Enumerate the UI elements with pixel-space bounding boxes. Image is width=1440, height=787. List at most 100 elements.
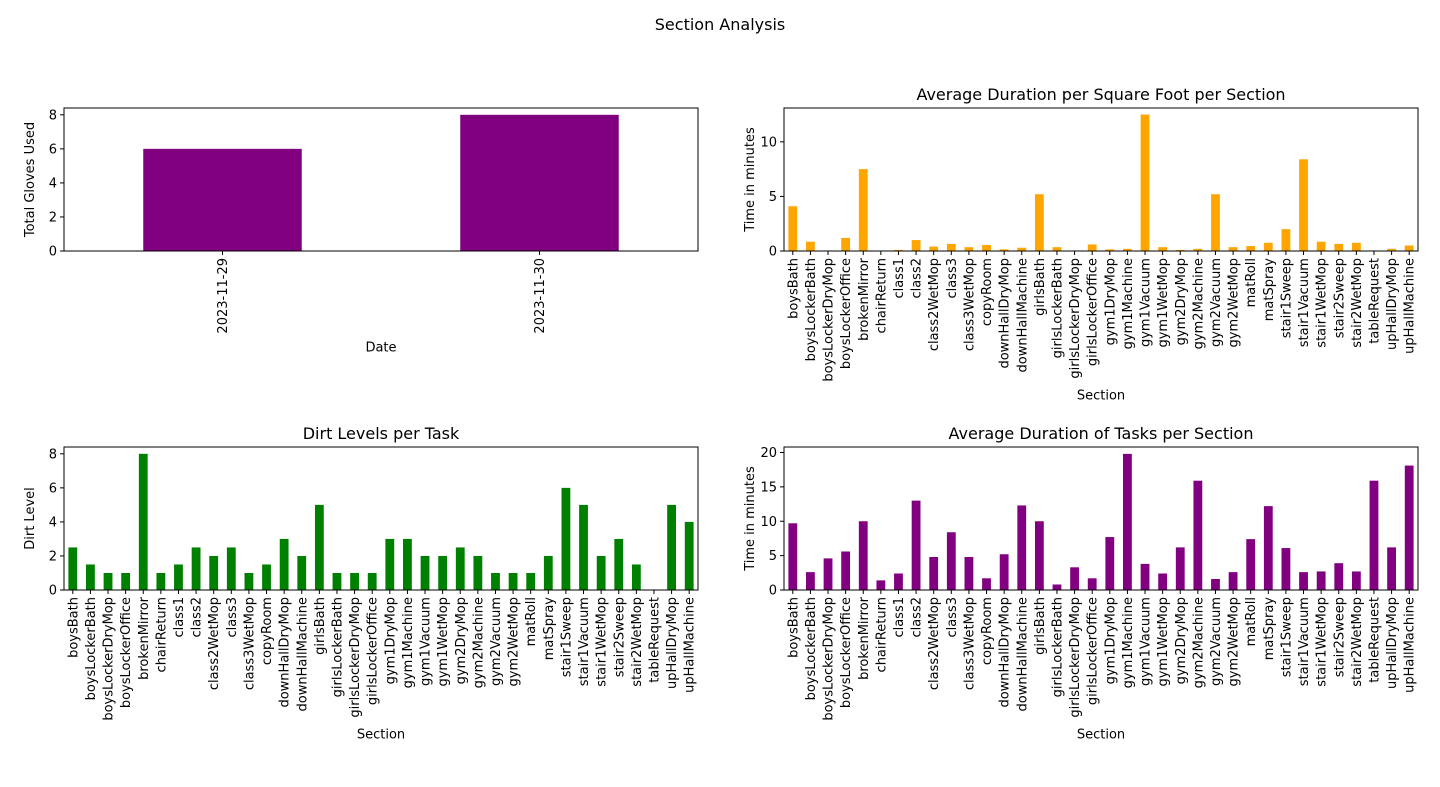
bar-girlsLockerBath xyxy=(1052,247,1062,251)
x-tick-label-copyRoom: copyRoom xyxy=(980,597,995,665)
bar-downHallMachine xyxy=(1017,247,1027,251)
y-axis-label: Total Gloves Used xyxy=(23,122,38,238)
bar-class2 xyxy=(911,240,921,251)
axes-frame xyxy=(63,446,699,591)
x-tick-label-tableRequest: tableRequest xyxy=(1367,597,1382,683)
bar-class2 xyxy=(191,547,201,590)
x-tick-label-girlsLockerOffice: girlsLockerOffice xyxy=(1086,258,1101,366)
y-tick-label: 2 xyxy=(49,210,57,225)
y-tick-label: 6 xyxy=(49,142,57,157)
x-tick-label-boysLockerDryMop: boysLockerDryMop xyxy=(102,597,117,721)
x-tick-label-downHallMachine: downHallMachine xyxy=(1015,597,1030,711)
x-tick-label-gym2DryMop: gym2DryMop xyxy=(1174,597,1189,684)
bar-gym1WetMop xyxy=(438,555,448,590)
x-tick-label-gym1WetMop: gym1WetMop xyxy=(1156,597,1171,687)
bar-stair2WetMop xyxy=(1351,571,1361,590)
x-tick-label-gym1Machine: gym1Machine xyxy=(1121,258,1136,349)
x-tick-label-boysLockerOffice: boysLockerOffice xyxy=(119,597,134,708)
x-tick-label-copyRoom: copyRoom xyxy=(260,597,275,665)
bar-girlsLockerDryMop xyxy=(350,572,359,590)
x-tick-label-gym2WetMop: gym2WetMop xyxy=(1227,258,1242,348)
x-tick-label-gym1Vacuum: gym1Vacuum xyxy=(1139,258,1154,347)
y-tick-label: 0 xyxy=(769,245,777,260)
x-tick-label-gym1DryMop: gym1DryMop xyxy=(1103,258,1118,345)
bar-gym2WetMop xyxy=(508,572,518,590)
bar-gym1Machine xyxy=(1123,248,1132,251)
x-tick-label-class3: class3 xyxy=(945,258,960,299)
x-tick-label-gym1Vacuum: gym1Vacuum xyxy=(419,597,434,686)
bar-boysBath xyxy=(788,206,798,251)
y-axis-label: Time in minutes xyxy=(743,466,758,572)
axes-frame xyxy=(783,107,1419,252)
bar-girlsLockerOffice xyxy=(1087,244,1097,251)
bar-2023-11-30 xyxy=(460,114,619,251)
x-tick-label-class2WetMop: class2WetMop xyxy=(207,597,222,690)
bar-gym1Machine xyxy=(1123,453,1132,591)
bar-gym2WetMop xyxy=(1228,247,1238,251)
bar-brokenMirror xyxy=(138,453,148,590)
x-tick-label-stair1Vacuum: stair1Vacuum xyxy=(1297,597,1312,686)
y-tick-label: 0 xyxy=(769,584,777,599)
bar-girlsBath xyxy=(1034,194,1044,251)
x-tick-label-gym2WetMop: gym2WetMop xyxy=(507,597,522,687)
bar-class3WetMop xyxy=(964,557,974,590)
y-axis-label: Dirt Level xyxy=(23,487,38,550)
bar-stair2Sweep xyxy=(614,538,624,590)
chart-title: Dirt Levels per Task xyxy=(303,424,460,443)
x-tick-label-brokenMirror: brokenMirror xyxy=(857,257,872,341)
x-tick-label-stair2WetMop: stair2WetMop xyxy=(630,597,645,687)
y-tick-label: 5 xyxy=(769,549,777,564)
x-tick-label-matSpray: matSpray xyxy=(1262,258,1277,322)
bar-stair1Vacuum xyxy=(579,504,588,590)
x-tick-label-boysBath: boysBath xyxy=(786,597,801,658)
x-tick-label-upHallMachine: upHallMachine xyxy=(1403,258,1418,354)
x-tick-label-chairReturn: chairReturn xyxy=(874,597,889,672)
bar-class1 xyxy=(894,573,903,590)
bar-class3WetMop xyxy=(964,247,974,251)
bar-upHallDryMop xyxy=(1387,248,1396,251)
bar-downHallDryMop xyxy=(999,249,1009,251)
bar-stair1Sweep xyxy=(1281,229,1291,251)
bar-stair2Sweep xyxy=(1334,243,1344,251)
bar-copyRoom xyxy=(982,245,991,251)
bar-girlsLockerDryMop xyxy=(1070,567,1079,590)
x-tick-label-girlsLockerOffice: girlsLockerOffice xyxy=(366,597,381,705)
y-tick-label: 6 xyxy=(49,481,57,496)
x-axis-label: Section xyxy=(1077,728,1125,743)
x-axis-label: Date xyxy=(365,341,396,356)
x-tick-label-girlsBath: girlsBath xyxy=(1033,258,1048,316)
x-tick-label-stair2Sweep: stair2Sweep xyxy=(1332,258,1347,338)
bar-upHallMachine xyxy=(1404,245,1414,251)
x-tick-label-girlsLockerBath: girlsLockerBath xyxy=(1050,258,1065,358)
bar-gym2Machine xyxy=(1193,480,1203,590)
bar-class2WetMop xyxy=(929,557,939,590)
bar-downHallDryMop xyxy=(279,538,289,590)
bar-gym1WetMop xyxy=(1158,573,1168,590)
bar-downHallMachine xyxy=(297,555,307,590)
bar-gym2Vacuum xyxy=(1211,194,1220,251)
x-tick-label-tableRequest: tableRequest xyxy=(647,597,662,683)
bar-class3WetMop xyxy=(244,572,254,590)
x-tick-label-class2: class2 xyxy=(190,597,205,638)
x-tick-label-class2: class2 xyxy=(910,597,925,638)
x-tick-label-downHallDryMop: downHallDryMop xyxy=(998,258,1013,369)
x-tick-label-girlsLockerDryMop: girlsLockerDryMop xyxy=(348,597,363,718)
x-tick-label-class1: class1 xyxy=(892,597,907,638)
y-tick-label: 4 xyxy=(49,176,57,191)
x-tick-label-class3WetMop: class3WetMop xyxy=(242,597,257,690)
x-tick-label-gym2Machine: gym2Machine xyxy=(1191,597,1206,688)
x-tick-label-stair1Sweep: stair1Sweep xyxy=(559,597,574,677)
x-tick-label-chairReturn: chairReturn xyxy=(874,258,889,333)
y-tick-label: 15 xyxy=(760,480,777,495)
x-tick-label-boysLockerDryMop: boysLockerDryMop xyxy=(822,597,837,721)
bar-class2WetMop xyxy=(929,246,939,251)
bar-gym1Machine xyxy=(403,538,412,590)
x-tick-label-class1: class1 xyxy=(172,597,187,638)
x-tick-label-gym1Machine: gym1Machine xyxy=(401,597,416,688)
x-tick-label-boysBath: boysBath xyxy=(66,597,81,658)
bar-gym2DryMop xyxy=(455,547,465,590)
axes-frame xyxy=(63,107,699,252)
x-tick-label-gym2DryMop: gym2DryMop xyxy=(1174,258,1189,345)
bar-stair1WetMop xyxy=(596,555,606,590)
